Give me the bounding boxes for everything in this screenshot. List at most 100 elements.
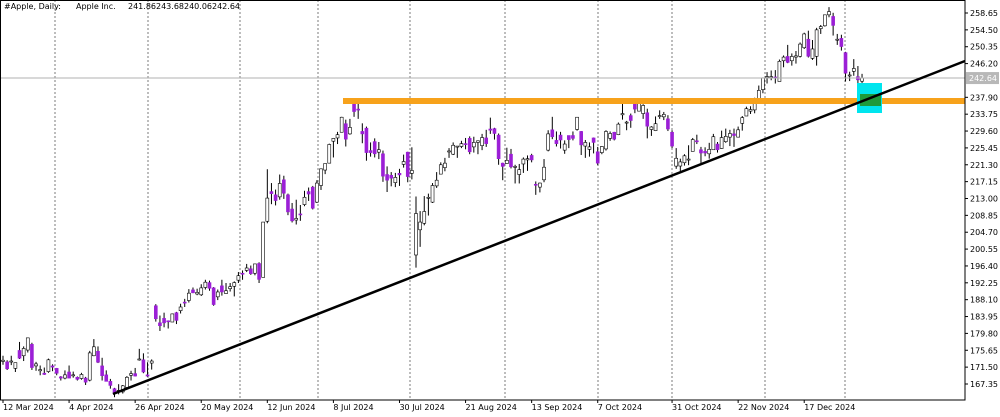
candle-body [83,377,88,383]
candle-body [154,305,158,320]
candle-body [761,77,765,90]
x-tick-label: 31 Oct 2024 [672,403,721,412]
y-tick-label: 250.35 [970,43,998,52]
candle-body [550,129,555,138]
candle-body [509,153,513,168]
candle-body [298,213,303,216]
candle-body [575,116,579,130]
candle-body [839,38,844,47]
candle-body [620,113,625,116]
candle-body [141,359,146,373]
candle-body [467,138,472,153]
candle-body [203,281,208,288]
x-tick-label: 12 Mar 2024 [3,403,54,412]
candle-body [381,153,385,177]
candle-body [641,105,645,114]
candle-body [657,115,662,117]
candle-body [236,275,241,281]
candle-body [670,131,674,147]
candle-body [740,117,745,124]
candle-body [249,268,253,274]
candle-body [59,376,63,379]
candle-body [513,166,517,168]
candle-body [224,290,228,294]
candle-body [480,137,484,146]
candle-body [335,134,340,139]
candle-body [645,112,650,127]
candle-body [87,352,92,381]
candle-body [327,144,332,164]
candle-body [75,376,80,380]
candle-body [699,149,703,154]
candle-body [54,368,59,374]
candle-body [166,320,170,323]
candle-body [711,136,716,151]
candle-body [600,146,604,153]
candle-body [459,143,464,147]
candle-body [215,291,220,298]
candle-body [542,166,546,181]
y-tick-label: 188.10 [970,296,998,305]
candle-body [835,38,840,41]
candle-body [71,374,76,377]
candle-body [261,221,265,278]
open-value: 241.86 [128,2,156,11]
candle-body [339,116,344,133]
candle-body [533,183,538,186]
candle-body [579,131,584,146]
y-tick-label: 179.80 [970,329,998,338]
x-tick-label: 8 Jul 2024 [333,403,373,412]
y-tick-label: 217.15 [970,178,998,187]
candle-body [220,285,224,293]
x-tick-label: 22 Nov 2024 [738,403,789,412]
y-tick-label: 246.20 [970,60,998,69]
candle-body [567,135,571,140]
y-tick-label: 208.85 [970,211,998,220]
candle-body [319,168,323,186]
candle-body [67,371,71,379]
candle-body [9,360,14,363]
candle-body [666,118,670,130]
candle-body [282,179,286,194]
candle-body [843,52,848,74]
candle-body [624,121,629,124]
candle-body [323,163,327,171]
candle-body [17,350,22,359]
candle-body [30,344,34,368]
y-tick-label: 183.95 [970,313,998,322]
candle-body [426,196,431,199]
candle-body [802,33,807,49]
y-tick-label: 204.70 [970,228,998,237]
candle-body [100,365,104,376]
candle-body [125,376,129,388]
candle-body [315,182,319,203]
candle-body [847,74,852,77]
y-tick-label: 213.00 [970,194,998,203]
candle-body [211,287,216,305]
candle-body [769,76,773,78]
candle-body [294,218,299,221]
y-tick-label: 200.55 [970,245,998,254]
candle-body [674,157,678,167]
candle-body [728,133,732,138]
candle-body [715,143,720,151]
candle-body [785,56,790,63]
candle-body [505,160,509,164]
x-tick-label: 21 Aug 2024 [466,403,517,412]
candle-body [686,158,691,161]
high-value: 243.68 [156,2,184,11]
candle-body [187,292,191,301]
candle-body [356,108,360,111]
y-tick-label: 258.65 [970,9,998,18]
candle-body [96,350,100,363]
candle-body [265,197,270,222]
candle-body [455,145,460,148]
candle-body [286,194,290,213]
candle-body [476,140,480,143]
candle-body [422,211,427,224]
candle-body [149,360,154,364]
candle-body [348,127,352,135]
candle-body [546,133,550,151]
candle-body [207,282,212,289]
y-tick-label: 254.50 [970,26,998,35]
